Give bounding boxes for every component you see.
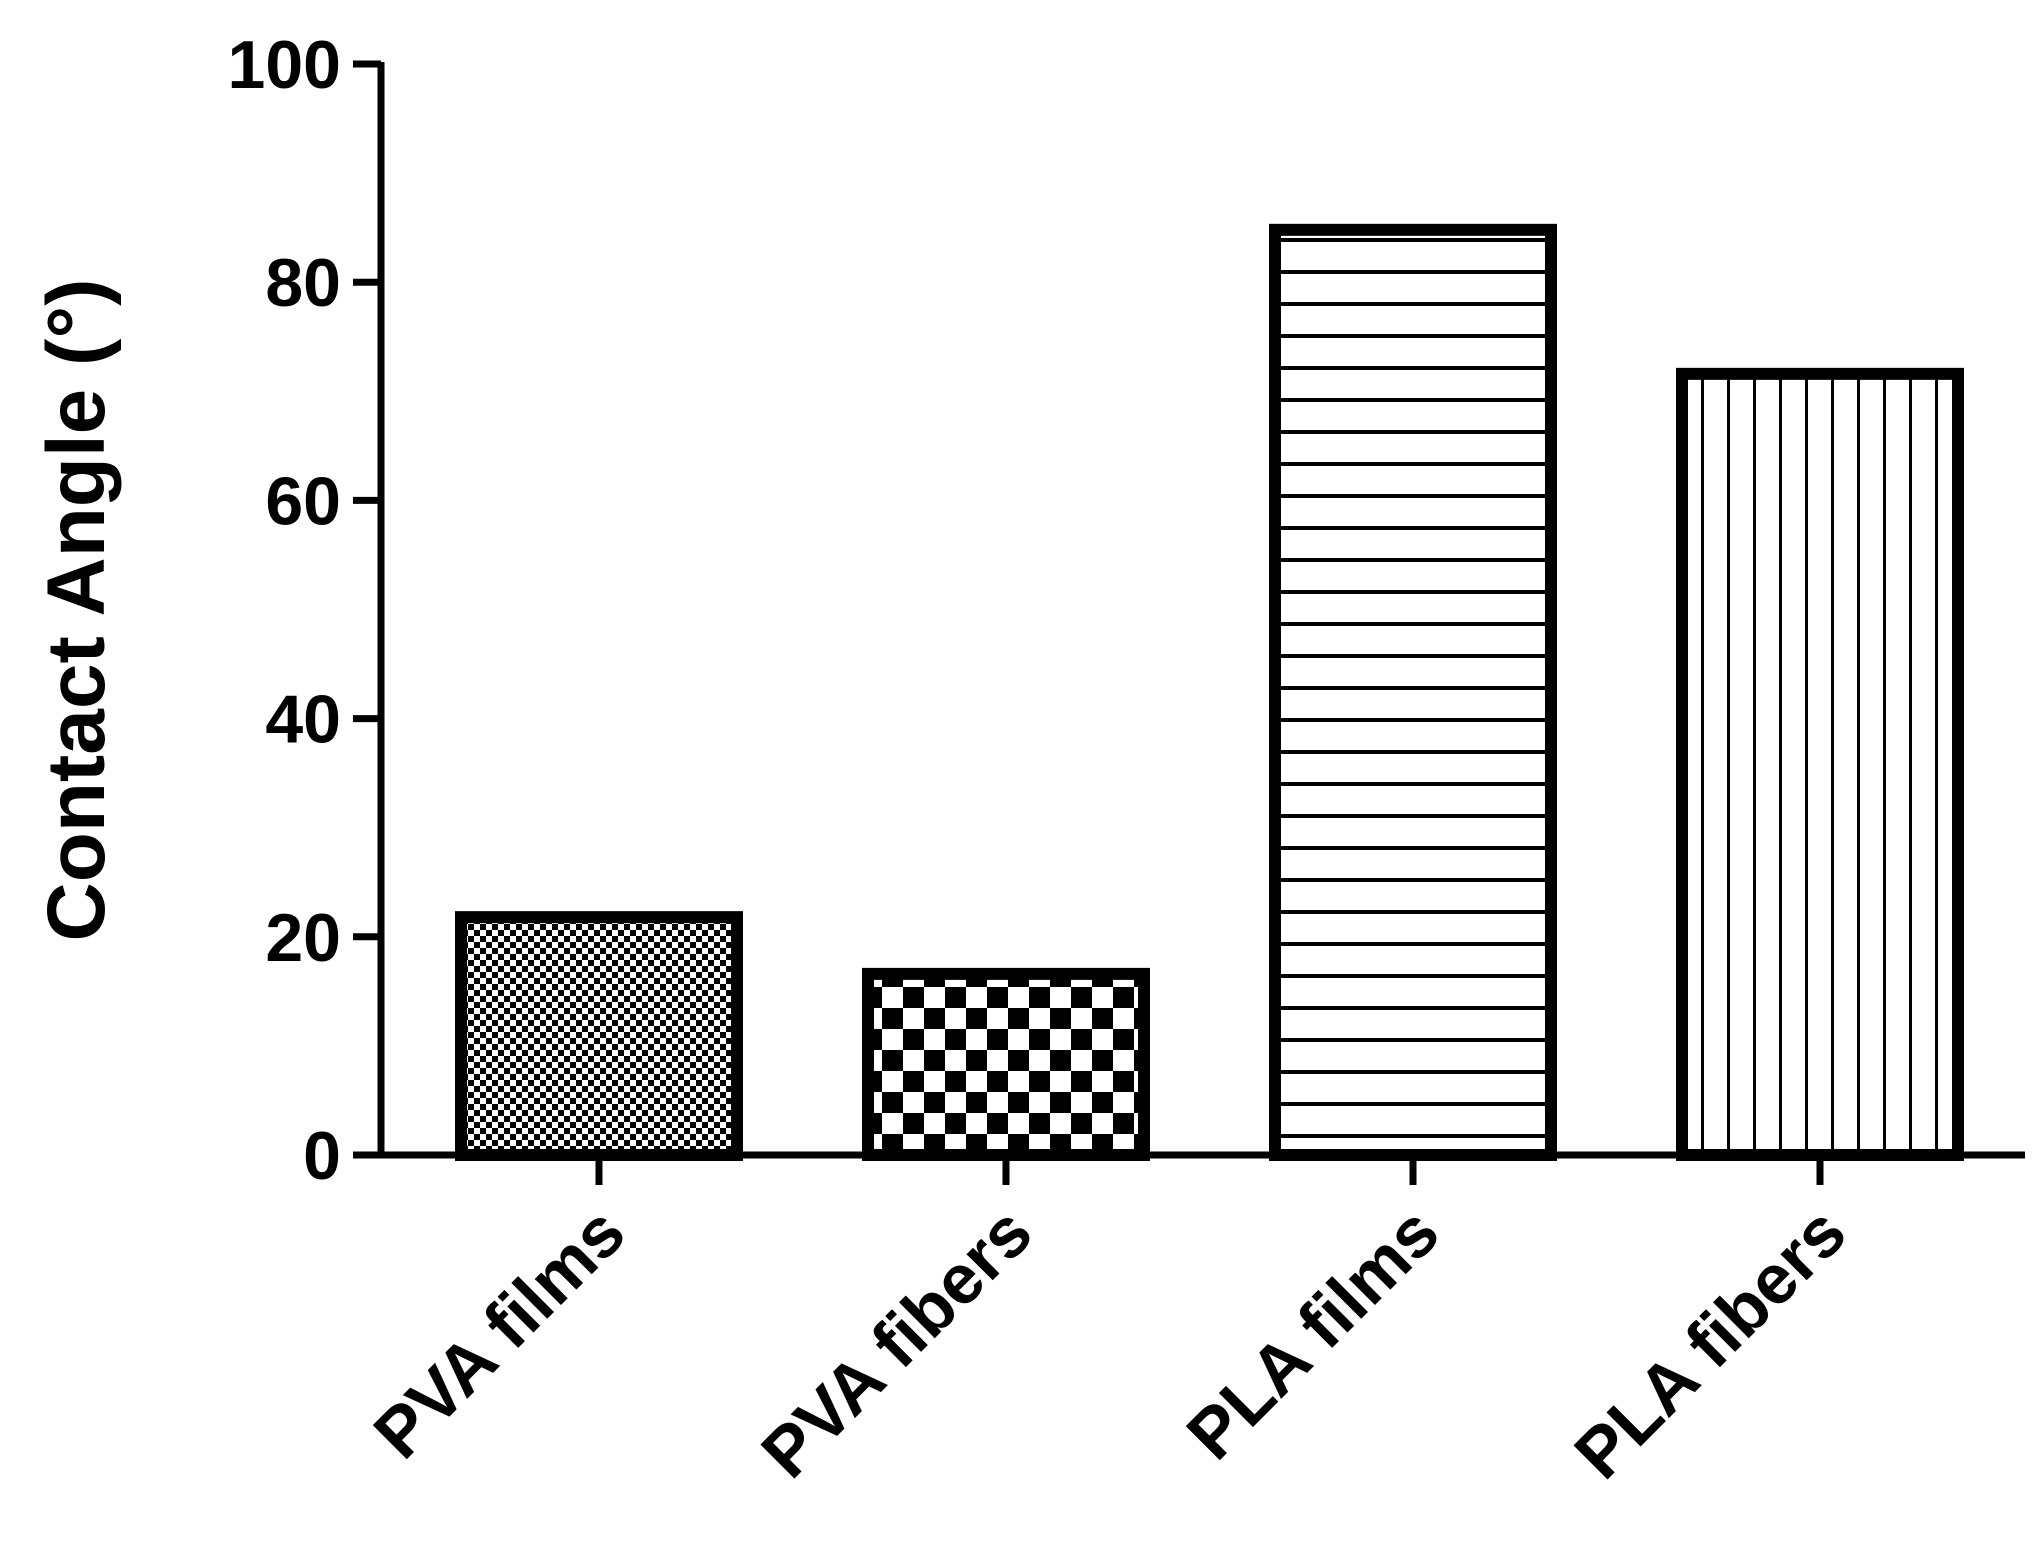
y-tick-label: 20 — [265, 900, 341, 976]
x-tick-label: PVA fibers — [747, 1192, 1047, 1492]
x-ticks-group: PVA films PVA fibers PLA films PLA fibers — [359, 1155, 1861, 1493]
x-tick-label: PLA fibers — [1560, 1192, 1861, 1493]
y-tick-label: 0 — [303, 1118, 341, 1194]
bars-group — [455, 223, 1964, 1162]
y-axis-label: Contact Angle (°) — [31, 279, 122, 942]
y-tick-label: 80 — [265, 245, 341, 321]
y-tick-label: 100 — [228, 27, 341, 103]
bar-pva-films — [455, 911, 743, 1161]
y-tick-label: 40 — [265, 682, 341, 758]
bar-pla-films — [1269, 223, 1557, 1162]
bar-pla-fibers — [1676, 367, 1964, 1161]
y-ticks-group: 0 20 40 60 80 100 — [228, 27, 381, 1194]
x-tick-label: PVA films — [359, 1192, 640, 1473]
bar-pva-fibers — [862, 967, 1150, 1161]
x-tick-label: PLA films — [1172, 1192, 1454, 1474]
axes-group — [377, 62, 2025, 1159]
y-tick-label: 60 — [265, 463, 341, 539]
